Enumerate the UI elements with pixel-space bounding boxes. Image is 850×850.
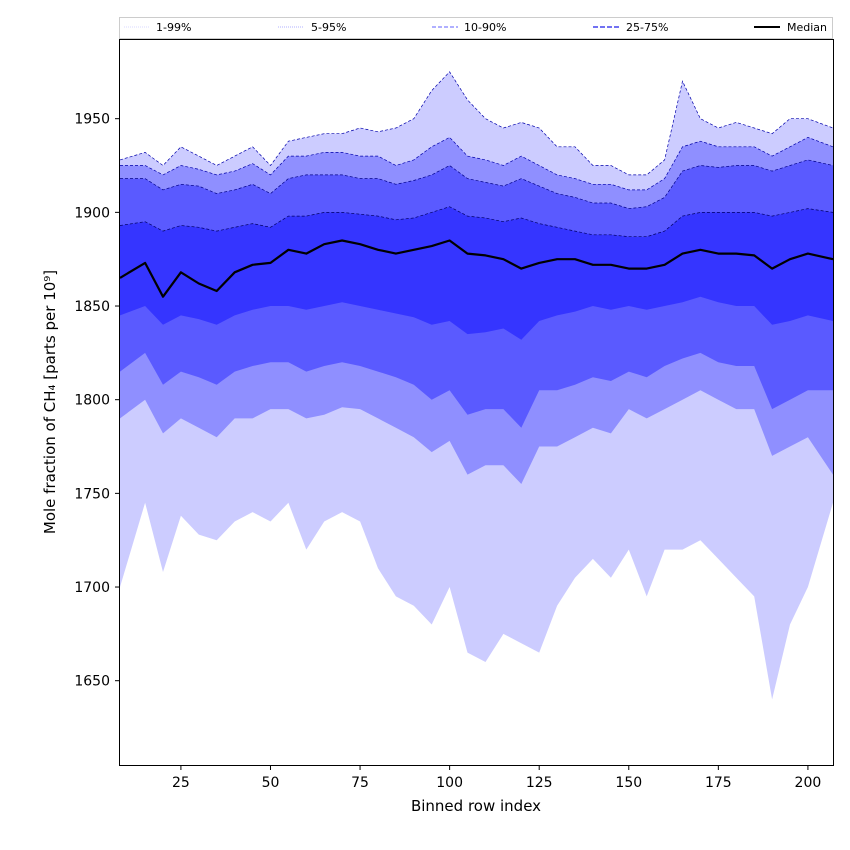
y-tick-label: 1750	[74, 486, 110, 502]
legend-label-5-95: 5-95%	[311, 21, 346, 34]
y-tick-label: 1900	[74, 205, 110, 221]
legend: 1-99% 5-95% 10-90% 25-75% Median	[119, 17, 833, 39]
y-tick-label: 1850	[74, 299, 110, 315]
y-axis-label: Mole fraction of CH₄ [parts per 10⁹]	[41, 270, 59, 534]
x-tick-label: 75	[351, 775, 369, 791]
x-tick-label: 100	[436, 775, 463, 791]
y-tick-label: 1800	[74, 393, 110, 409]
band-25-75-upper-edge	[119, 206, 834, 238]
x-tick-label: 125	[526, 775, 553, 791]
x-axis-label: Binned row index	[411, 797, 541, 815]
x-tick-label: 25	[172, 775, 190, 791]
x-tick-label: 50	[262, 775, 280, 791]
x-axis: 25 50 75 100 125 150 175 200	[172, 765, 821, 791]
x-tick-label: 175	[705, 775, 732, 791]
y-tick-label: 1700	[74, 580, 110, 596]
plot-frame	[119, 39, 834, 766]
legend-label-1-99: 1-99%	[156, 21, 191, 34]
x-tick-label: 150	[615, 775, 642, 791]
band-25-75	[120, 206, 833, 340]
band-layer	[119, 71, 834, 700]
band-5-95-upper-edge	[120, 136, 834, 191]
legend-box	[119, 17, 833, 39]
y-axis: 1650 1700 1750 1800 1850 1900 1950	[74, 112, 120, 690]
median-layer	[119, 239, 834, 298]
y-tick-label: 1950	[74, 112, 110, 128]
band-10-90-upper-edge	[120, 159, 834, 209]
legend-label-10-90: 10-90%	[464, 21, 506, 34]
median-line	[119, 239, 834, 298]
y-tick-label: 1650	[74, 674, 110, 690]
x-tick-label: 200	[795, 775, 822, 791]
band-1-99-upper-edge	[119, 71, 834, 176]
legend-label-median: Median	[787, 21, 827, 34]
legend-label-25-75: 25-75%	[626, 21, 668, 34]
